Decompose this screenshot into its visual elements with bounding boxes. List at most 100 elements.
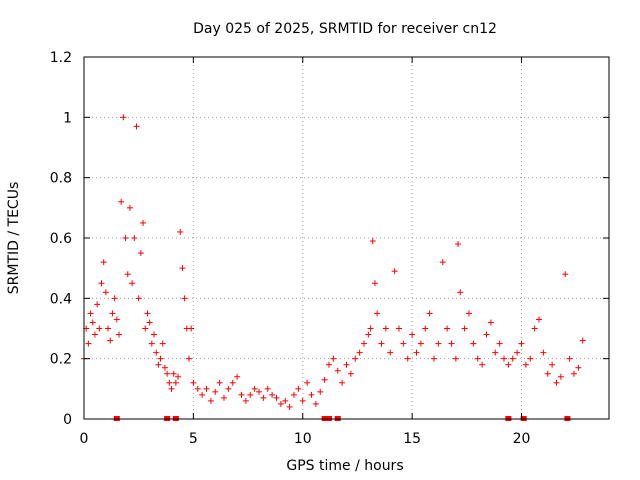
x-axis-title: GPS time / hours bbox=[286, 458, 403, 474]
data-point bbox=[431, 355, 437, 362]
data-point bbox=[540, 349, 547, 356]
data-point bbox=[100, 259, 107, 266]
x-tick-label: 20 bbox=[513, 431, 531, 447]
data-point bbox=[466, 310, 472, 317]
data-point bbox=[522, 361, 529, 368]
data-point bbox=[118, 198, 125, 205]
data-point bbox=[188, 325, 195, 332]
y-tick-label: 0.6 bbox=[50, 231, 72, 247]
data-point bbox=[203, 385, 210, 392]
data-point bbox=[371, 280, 378, 287]
data-point bbox=[562, 271, 569, 278]
y-tick-label: 0.2 bbox=[50, 352, 72, 368]
data-point bbox=[242, 397, 249, 404]
data-point bbox=[102, 289, 109, 296]
data-point bbox=[137, 250, 144, 257]
data-point bbox=[505, 361, 512, 368]
data-point bbox=[575, 364, 582, 371]
data-point bbox=[161, 364, 168, 371]
data-point bbox=[247, 391, 254, 398]
data-point bbox=[492, 349, 499, 356]
data-point bbox=[514, 349, 521, 356]
data-point bbox=[339, 379, 346, 386]
data-point bbox=[369, 238, 376, 245]
data-point bbox=[352, 355, 359, 362]
data-point bbox=[483, 331, 490, 338]
data-point bbox=[151, 331, 157, 338]
data-point bbox=[277, 400, 284, 407]
data-point bbox=[212, 388, 219, 395]
data-point bbox=[400, 340, 407, 347]
data-point bbox=[251, 385, 258, 392]
data-point bbox=[164, 370, 171, 377]
data-point bbox=[474, 355, 481, 362]
data-point bbox=[126, 204, 133, 211]
data-point bbox=[286, 403, 293, 410]
data-point bbox=[85, 340, 92, 347]
data-point bbox=[536, 316, 542, 323]
y-axis-title: SRMTID / TECUs bbox=[6, 182, 22, 295]
data-point bbox=[404, 355, 411, 362]
data-point bbox=[553, 379, 560, 386]
data-point bbox=[487, 319, 494, 326]
data-point bbox=[479, 361, 486, 368]
data-point bbox=[396, 325, 402, 332]
data-point bbox=[111, 295, 118, 302]
data-point bbox=[282, 397, 289, 404]
data-point bbox=[157, 355, 164, 362]
data-point bbox=[330, 355, 337, 362]
data-point bbox=[549, 361, 556, 368]
data-point bbox=[207, 397, 214, 404]
data-point bbox=[124, 271, 131, 278]
data-point bbox=[308, 391, 315, 398]
data-point bbox=[273, 394, 280, 401]
data-point bbox=[144, 310, 151, 317]
data-point bbox=[234, 373, 241, 380]
data-point bbox=[457, 289, 464, 296]
data-point bbox=[216, 379, 223, 386]
x-tick-label: 15 bbox=[403, 431, 421, 447]
data-point bbox=[166, 379, 173, 386]
data-point bbox=[501, 355, 507, 362]
data-point bbox=[409, 331, 416, 338]
data-point bbox=[113, 316, 120, 323]
x-tick-label: 0 bbox=[80, 431, 89, 447]
data-point bbox=[304, 379, 311, 386]
data-point bbox=[509, 355, 516, 362]
data-point bbox=[229, 379, 236, 386]
data-point bbox=[334, 367, 341, 374]
data-point bbox=[98, 280, 105, 287]
data-point bbox=[557, 373, 564, 380]
data-point bbox=[448, 340, 455, 347]
data-point bbox=[544, 370, 551, 377]
data-point bbox=[387, 349, 394, 356]
grid-layer bbox=[84, 57, 609, 419]
data-point bbox=[186, 355, 192, 362]
data-point bbox=[382, 325, 389, 332]
y-tick-label: 0 bbox=[63, 412, 72, 428]
x-tick-label: 10 bbox=[294, 431, 312, 447]
data-point bbox=[146, 319, 153, 326]
data-point bbox=[347, 370, 354, 377]
data-point bbox=[129, 280, 136, 287]
data-point bbox=[87, 310, 94, 317]
data-point bbox=[140, 219, 147, 226]
data-point bbox=[269, 391, 276, 398]
data-point bbox=[168, 385, 175, 392]
y-tick-label: 0.8 bbox=[50, 171, 72, 187]
data-point bbox=[343, 361, 350, 368]
data-point bbox=[181, 295, 188, 302]
data-point bbox=[107, 337, 114, 344]
data-point bbox=[295, 385, 302, 392]
data-point bbox=[194, 385, 201, 392]
data-point bbox=[199, 391, 206, 398]
data-point bbox=[116, 331, 122, 338]
data-point bbox=[256, 388, 262, 395]
data-point bbox=[326, 361, 332, 368]
data-points bbox=[81, 114, 586, 410]
data-point bbox=[175, 373, 182, 380]
data-point bbox=[571, 370, 577, 377]
x-tick-label: 5 bbox=[189, 431, 198, 447]
data-point bbox=[133, 123, 140, 130]
